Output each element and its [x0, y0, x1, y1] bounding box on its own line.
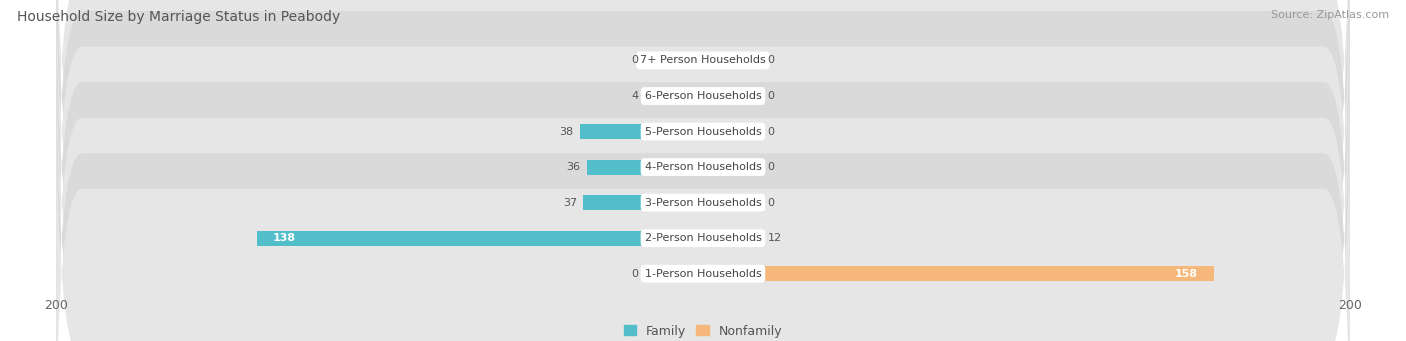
Text: 138: 138	[273, 233, 297, 243]
Legend: Family, Nonfamily: Family, Nonfamily	[619, 320, 787, 341]
Text: 3-Person Households: 3-Person Households	[644, 198, 762, 208]
Text: 0: 0	[768, 56, 775, 65]
Text: 2-Person Households: 2-Person Households	[644, 233, 762, 243]
Text: 0: 0	[768, 198, 775, 208]
Text: 5-Person Households: 5-Person Households	[644, 127, 762, 136]
Text: 38: 38	[560, 127, 574, 136]
FancyBboxPatch shape	[56, 0, 1350, 341]
FancyBboxPatch shape	[56, 3, 1350, 341]
Text: Source: ZipAtlas.com: Source: ZipAtlas.com	[1271, 10, 1389, 20]
FancyBboxPatch shape	[56, 0, 1350, 260]
Bar	[703, 160, 761, 175]
Text: 0: 0	[631, 269, 638, 279]
Text: 0: 0	[631, 56, 638, 65]
Text: 6-Person Households: 6-Person Households	[644, 91, 762, 101]
Bar	[645, 266, 703, 281]
Text: 12: 12	[768, 233, 782, 243]
Bar	[703, 195, 761, 210]
Text: 0: 0	[768, 127, 775, 136]
Bar	[690, 89, 703, 103]
Bar	[257, 231, 703, 246]
Bar	[703, 124, 761, 139]
Text: 7+ Person Households: 7+ Person Households	[640, 56, 766, 65]
Bar	[703, 266, 1213, 281]
Bar	[703, 53, 761, 68]
Text: 1-Person Households: 1-Person Households	[644, 269, 762, 279]
Text: 36: 36	[567, 162, 581, 172]
Text: 4: 4	[631, 91, 638, 101]
FancyBboxPatch shape	[56, 74, 1350, 341]
Bar	[583, 195, 703, 210]
Bar	[581, 124, 703, 139]
Text: 0: 0	[768, 162, 775, 172]
Text: 4-Person Households: 4-Person Households	[644, 162, 762, 172]
FancyBboxPatch shape	[56, 39, 1350, 341]
Bar	[645, 53, 703, 68]
Text: 0: 0	[768, 91, 775, 101]
Bar	[586, 160, 703, 175]
Bar	[703, 89, 761, 103]
FancyBboxPatch shape	[56, 0, 1350, 295]
Text: 158: 158	[1174, 269, 1198, 279]
Text: 37: 37	[562, 198, 576, 208]
Bar	[703, 231, 742, 246]
FancyBboxPatch shape	[56, 0, 1350, 331]
Text: Household Size by Marriage Status in Peabody: Household Size by Marriage Status in Pea…	[17, 10, 340, 24]
